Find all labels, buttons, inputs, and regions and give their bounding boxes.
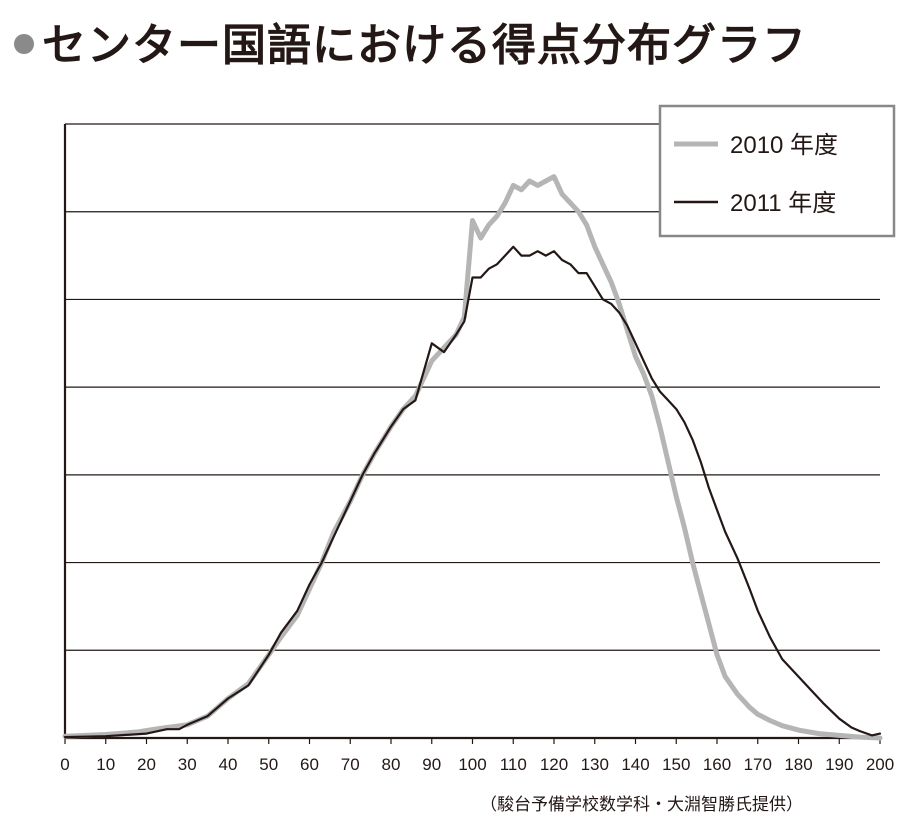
legend-label-2: 2011 年度 <box>730 190 836 217</box>
x-tick-label: 30 <box>178 755 197 774</box>
x-tick-label: 70 <box>341 755 360 774</box>
legend-box <box>658 104 896 238</box>
grid-lines <box>65 123 880 651</box>
source-credit: （駿台予備学校数学科・大淵智勝氏提供） <box>480 795 803 815</box>
legend: 2010 年度 2011 年度 <box>658 104 896 238</box>
x-tick-label: 20 <box>137 755 156 774</box>
title-block: センター国語における得点分布グラフ <box>14 6 807 76</box>
x-tick-label: 0 <box>60 755 69 774</box>
x-tick-label: 110 <box>500 755 527 774</box>
series-lines <box>62 174 883 741</box>
x-tick-label: 170 <box>744 755 772 774</box>
x-tick-label: 130 <box>581 755 609 774</box>
x-tick-label: 100 <box>458 755 486 774</box>
x-tick-label: 120 <box>540 755 568 774</box>
x-tick-label: 80 <box>382 755 401 774</box>
series-line-1 <box>62 174 883 741</box>
x-tick-label: 180 <box>784 755 812 774</box>
x-tick-label: 150 <box>662 755 690 774</box>
x-tick-label: 160 <box>703 755 731 774</box>
bullet-icon <box>14 34 34 54</box>
x-tick-label: 90 <box>422 755 441 774</box>
x-tick-label: 40 <box>219 755 238 774</box>
x-tick-label: 60 <box>300 755 319 774</box>
x-tick-label: 200 <box>866 755 894 774</box>
x-tick-label: 140 <box>621 755 649 774</box>
x-tick-label: 190 <box>825 755 853 774</box>
x-tick-labels: 0 10 20 30 40 50 60 70 80 90 100 110 120 130 140 150 160… <box>60 738 894 774</box>
series-line-2 <box>63 245 882 739</box>
x-tick-label: 50 <box>259 755 278 774</box>
chart-title: センター国語における得点分布グラフ <box>42 20 807 71</box>
legend-label-1: 2010 年度 <box>730 132 838 159</box>
x-tick-label: 10 <box>96 755 115 774</box>
